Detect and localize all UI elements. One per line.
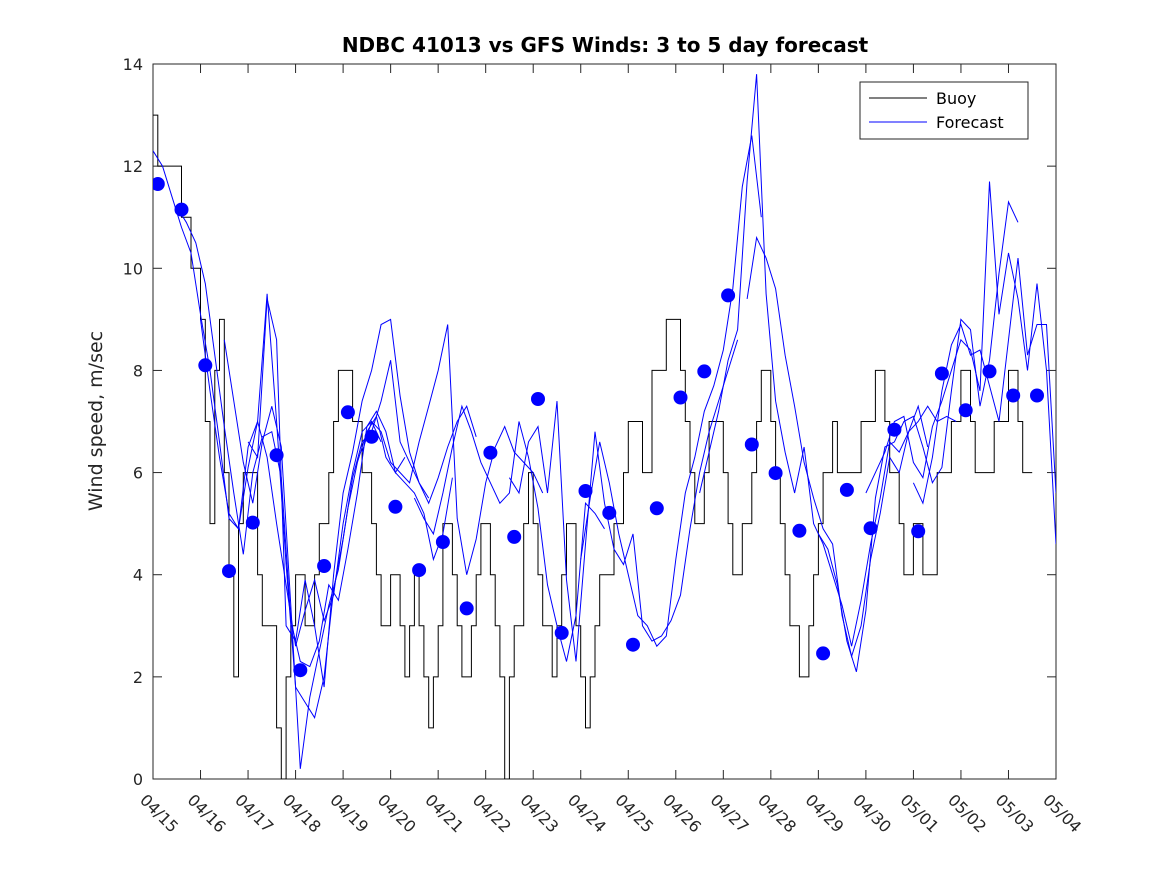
forecast-markers [153,177,1044,678]
forecast-marker-12 [435,535,450,549]
forecast-marker-37 [1030,388,1044,403]
forecast-line-4 [247,298,477,688]
legend: Buoy Forecast [859,81,1029,140]
forecast-marker-15 [507,529,522,544]
y-tick-label-2: 4 [133,566,143,585]
forecast-marker-1 [174,202,189,217]
forecast-marker-26 [768,466,783,481]
forecast-marker-25 [744,437,759,452]
forecast-marker-17 [554,625,569,640]
forecast-line-5 [361,324,544,575]
axes-box [152,63,1057,780]
y-tick-label-1: 2 [133,668,143,687]
forecast-marker-6 [293,663,308,678]
forecast-marker-8 [340,405,355,420]
forecast-marker-11 [412,563,427,578]
forecast-marker-23 [697,364,712,379]
forecast-marker-21 [649,501,664,516]
forecast-line-9 [699,74,929,647]
forecast-marker-4 [245,515,260,530]
legend-buoy-label: Buoy [936,89,976,108]
forecast-marker-20 [626,637,640,652]
y-tick-label-0: 0 [133,770,143,789]
chart-title: NDBC 41013 vs GFS Winds: 3 to 5 day fore… [342,33,869,57]
forecast-line-7 [508,339,739,662]
forecast-marker-9 [364,429,379,444]
forecast-marker-28 [816,646,831,661]
forecast-marker-0 [153,177,165,191]
forecast-marker-5 [269,448,284,463]
legend-box [859,81,1029,140]
buoy-line [153,114,1033,779]
forecast-marker-18 [578,484,593,498]
forecast-marker-22 [673,390,688,405]
forecast-series-group [153,74,1056,769]
forecast-marker-10 [388,499,403,514]
forecast-line-12 [865,181,1056,545]
y-tick-label-4: 8 [133,361,143,380]
forecast-marker-30 [863,521,878,536]
y-tick-label-7: 14 [123,55,143,74]
y-axis-label: Wind speed, m/sec [85,331,107,511]
forecast-marker-19 [602,505,617,520]
forecast-marker-3 [222,564,236,579]
legend-forecast-label: Forecast [936,113,1004,132]
forecast-line-0 [153,150,382,647]
forecast-marker-2 [198,358,213,373]
buoy-series [153,114,1033,779]
forecast-line-3 [223,339,453,769]
forecast-line-2 [200,293,430,719]
plot-area [153,74,1056,779]
forecast-marker-27 [792,523,807,538]
forecast-marker-31 [887,422,902,437]
forecast-marker-16 [531,392,545,406]
axes-frame [152,63,1057,780]
forecast-line-11 [817,200,1019,672]
forecast-marker-7 [317,559,332,573]
forecast-marker-34 [958,403,973,418]
forecast-marker-32 [911,524,926,539]
y-tick-label-5: 10 [123,259,143,278]
forecast-marker-24 [721,288,736,303]
forecast-marker-35 [982,364,997,379]
y-tick-label-3: 6 [133,464,143,483]
forecast-marker-33 [934,366,949,381]
forecast-marker-36 [1006,388,1021,403]
forecast-marker-29 [839,482,854,497]
forecast-marker-13 [459,601,474,616]
y-tick-label-6: 12 [123,157,143,176]
forecast-marker-14 [483,445,498,460]
